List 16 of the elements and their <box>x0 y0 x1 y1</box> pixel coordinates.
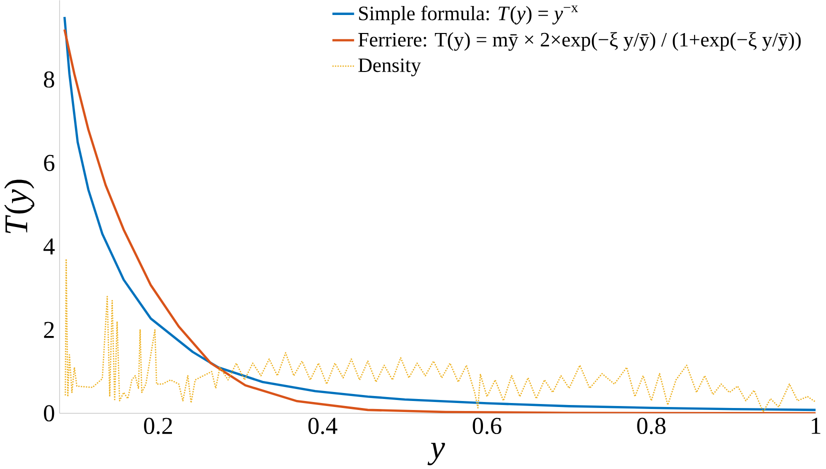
legend-label: Simple formula: T(y) = y$^{−x}$ <box>359 5 578 24</box>
legend-label: Ferriere: T(y) = mȳ × 2×exp(−ξ y/ȳ) / (1+exp(−ξ y/ȳ)) <box>358 32 801 51</box>
legend-label: Density <box>358 58 421 76</box>
x-tick-label: 0.8 <box>637 418 666 434</box>
x-tick-label: 0.4 <box>308 418 338 434</box>
x-tick-label: 0.6 <box>472 418 502 434</box>
x-tick-label: 0.2 <box>144 418 172 434</box>
y-tick-label: 4 <box>44 238 55 254</box>
y-tick-label: 2 <box>44 322 54 338</box>
y-axis-title: T(y) <box>4 180 34 233</box>
y-tick-label: 6 <box>44 154 54 171</box>
line-series <box>64 258 816 412</box>
y-tick-label: 0 <box>44 404 54 422</box>
x-axis-title: y <box>428 442 446 465</box>
x-tick-label: 1 <box>812 418 820 434</box>
y-tick-label: 8 <box>44 71 54 88</box>
